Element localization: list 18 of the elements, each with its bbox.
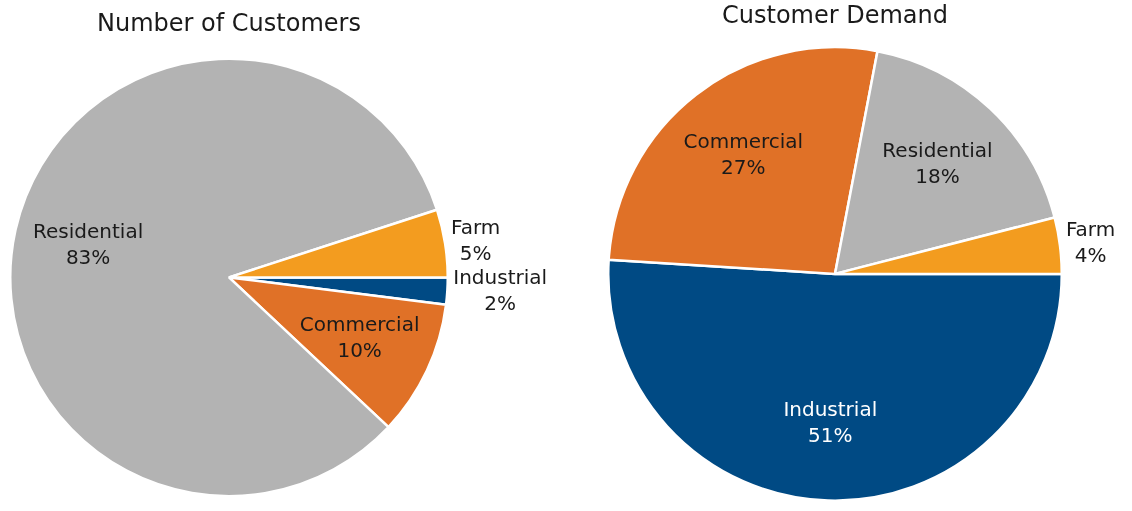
data-label: 2% (484, 290, 517, 315)
data-label: 5% (459, 240, 492, 265)
slice-label: Industrial (453, 264, 548, 289)
data-label: 18% (915, 164, 960, 189)
data-label: 27% (721, 154, 766, 179)
slice-label: Farm (1065, 217, 1116, 242)
slice-label: Commercial (683, 128, 804, 153)
data-label: 4% (1074, 243, 1107, 268)
chart-title: Number of Customers (97, 8, 361, 37)
data-label: 10% (337, 338, 382, 363)
slice-label: Commercial (299, 312, 420, 337)
slice-label: Residential (33, 219, 144, 244)
data-label: 83% (65, 245, 111, 270)
slice-label: Industrial (783, 396, 878, 421)
slice-label: Residential (882, 138, 993, 163)
slice-label: Farm (450, 214, 501, 239)
chart-title: Customer Demand (722, 0, 948, 29)
data-label: 51% (808, 422, 853, 447)
